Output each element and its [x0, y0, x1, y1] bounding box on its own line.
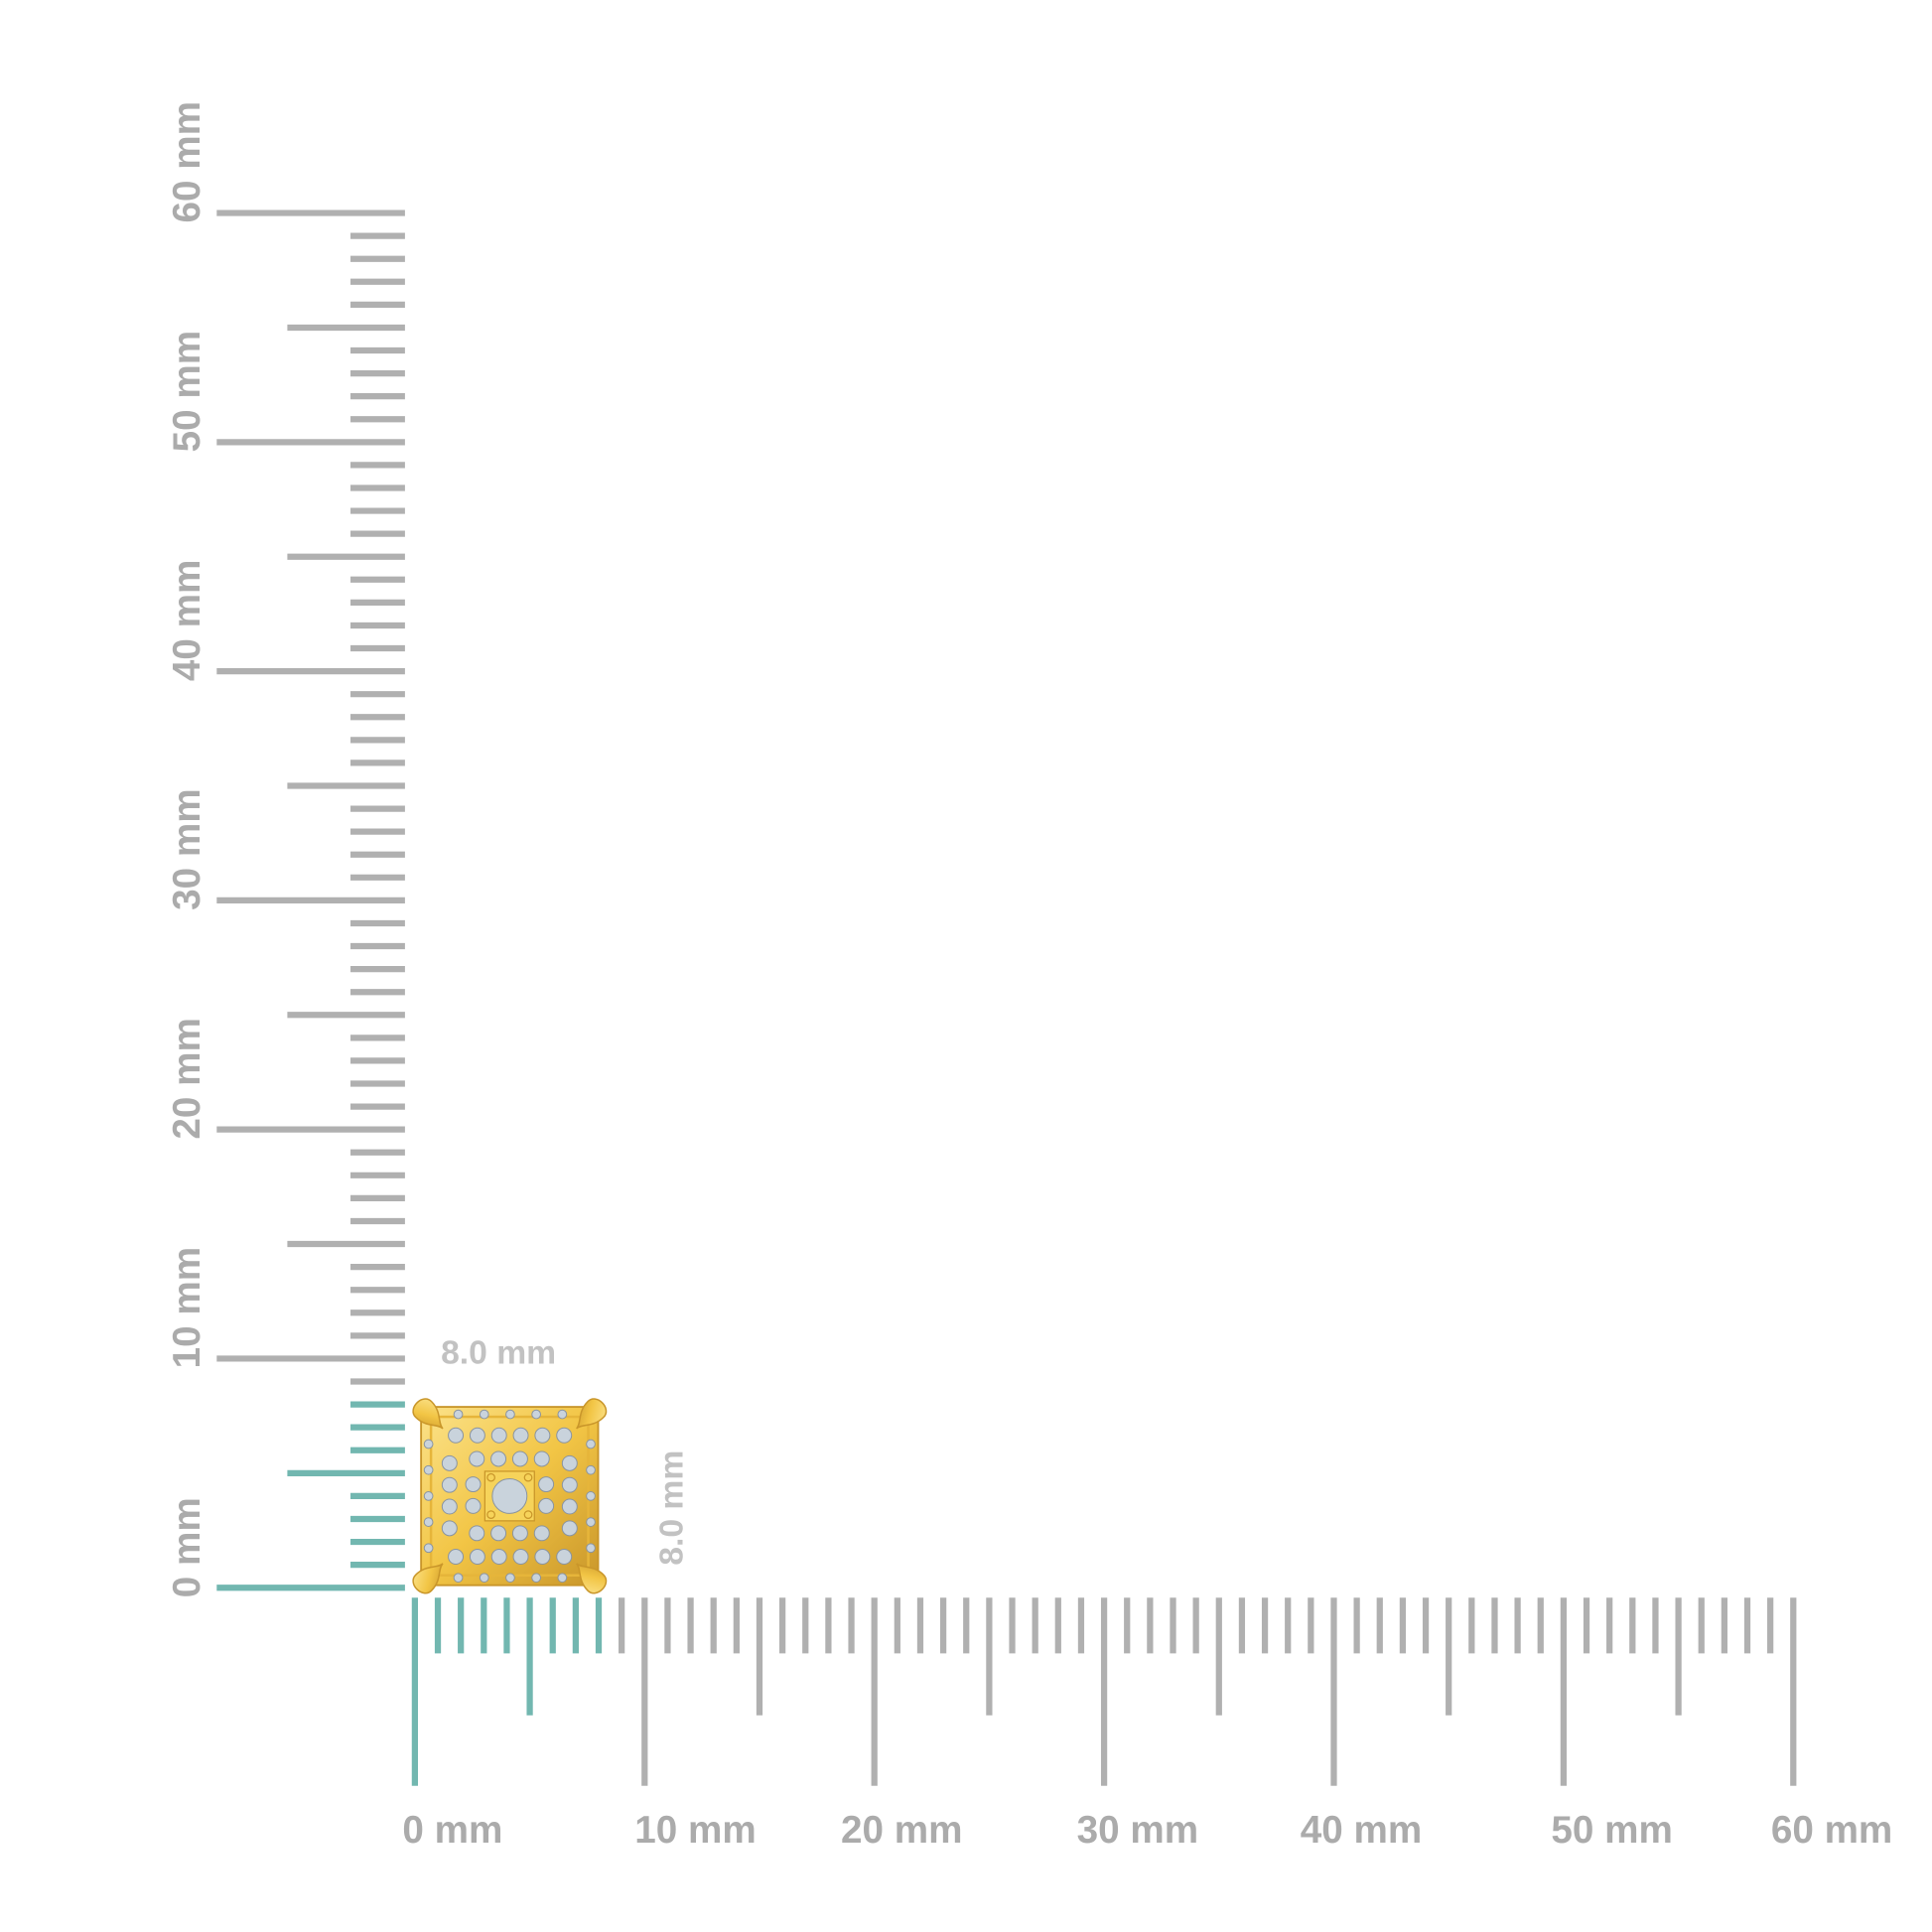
pave-diamond: [441, 1520, 458, 1537]
pave-diamond: [512, 1549, 529, 1566]
vertical-ruler: [216, 209, 405, 1591]
pave-diamond: [561, 1476, 578, 1493]
pave-diamond: [441, 1476, 458, 1493]
pave-diamond: [531, 1409, 542, 1420]
corner-prong: [576, 1398, 608, 1430]
pave-diamond: [465, 1497, 482, 1514]
horizontal-label-0: 0 mm: [402, 1809, 502, 1852]
pave-diamond: [556, 1549, 573, 1566]
pave-diamond: [586, 1491, 596, 1501]
pave-diamond: [534, 1427, 551, 1444]
corner-prong: [412, 1563, 444, 1594]
pave-diamond: [448, 1549, 465, 1566]
pave-diamond: [586, 1517, 596, 1527]
pave-diamond: [423, 1491, 434, 1501]
pave-diamond: [453, 1409, 464, 1420]
vertical-label-40: 40 mm: [166, 560, 208, 681]
center-prong: [523, 1472, 533, 1482]
vertical-label-0: 0 mm: [166, 1497, 208, 1597]
pave-diamond: [490, 1450, 507, 1467]
product-width-label: 8.0 mm: [441, 1334, 556, 1371]
horizontal-label-50: 50 mm: [1551, 1809, 1672, 1852]
pave-diamond: [556, 1427, 573, 1444]
pave-diamond: [423, 1517, 434, 1527]
center-prong: [486, 1510, 495, 1519]
pave-diamond: [557, 1409, 568, 1420]
pave-diamond: [469, 1525, 485, 1542]
product-height-label: 8.0 mm: [653, 1450, 690, 1566]
pave-diamond: [490, 1525, 507, 1542]
pave-diamond: [505, 1573, 515, 1584]
pave-diamond: [423, 1464, 434, 1475]
corner-prong: [412, 1398, 444, 1430]
pave-diamond: [561, 1454, 578, 1471]
pave-diamond: [533, 1450, 550, 1467]
pave-diamond: [479, 1409, 489, 1420]
pave-diamond: [586, 1439, 596, 1449]
pave-diamond: [469, 1549, 485, 1566]
earring-product-image: [412, 1398, 608, 1594]
pave-diamond: [441, 1498, 458, 1515]
pave-diamond: [561, 1498, 578, 1515]
pave-diamond: [586, 1464, 596, 1475]
center-prong: [523, 1510, 533, 1519]
pave-diamond: [469, 1427, 485, 1444]
pave-diamond: [441, 1454, 458, 1471]
horizontal-label-30: 30 mm: [1077, 1809, 1198, 1852]
pave-diamond: [465, 1476, 482, 1493]
pave-diamond: [533, 1525, 550, 1542]
vertical-ruler-labels: 0 mm 10 mm 20 mm 30 mm 40 mm 50 mm 60 mm: [166, 101, 208, 1597]
pave-diamond: [469, 1450, 485, 1467]
pave-diamond: [423, 1543, 434, 1554]
pave-diamond: [453, 1573, 464, 1584]
pave-diamond: [586, 1543, 596, 1554]
pave-diamond: [490, 1549, 507, 1566]
pave-diamond: [538, 1497, 555, 1514]
pave-diamond: [561, 1520, 578, 1537]
center-prong: [486, 1472, 495, 1482]
pave-diamond: [511, 1525, 528, 1542]
pave-diamond: [538, 1476, 555, 1493]
horizontal-label-10: 10 mm: [634, 1809, 756, 1852]
pave-diamond: [557, 1573, 568, 1584]
vertical-label-60: 60 mm: [166, 101, 208, 222]
pave-diamond: [511, 1450, 528, 1467]
pave-diamond: [505, 1409, 515, 1420]
vertical-label-20: 20 mm: [166, 1018, 208, 1139]
corner-prong: [576, 1563, 608, 1594]
pave-diamond: [479, 1573, 489, 1584]
horizontal-ruler: [411, 1597, 1797, 1786]
horizontal-ruler-labels: 0 mm 10 mm 20 mm 30 mm 40 mm 50 mm 60 mm: [402, 1809, 1892, 1852]
vertical-label-30: 30 mm: [166, 788, 208, 909]
pave-diamond: [448, 1427, 465, 1444]
vertical-label-10: 10 mm: [166, 1247, 208, 1368]
center-diamond: [491, 1477, 528, 1514]
horizontal-label-40: 40 mm: [1301, 1809, 1422, 1852]
pave-diamond: [512, 1427, 529, 1444]
horizontal-label-20: 20 mm: [841, 1809, 962, 1852]
pave-diamond: [531, 1573, 542, 1584]
pave-diamond: [490, 1427, 507, 1444]
horizontal-label-60: 60 mm: [1771, 1809, 1892, 1852]
vertical-label-50: 50 mm: [166, 331, 208, 452]
pave-diamond: [534, 1549, 551, 1566]
pave-diamond: [423, 1439, 434, 1449]
